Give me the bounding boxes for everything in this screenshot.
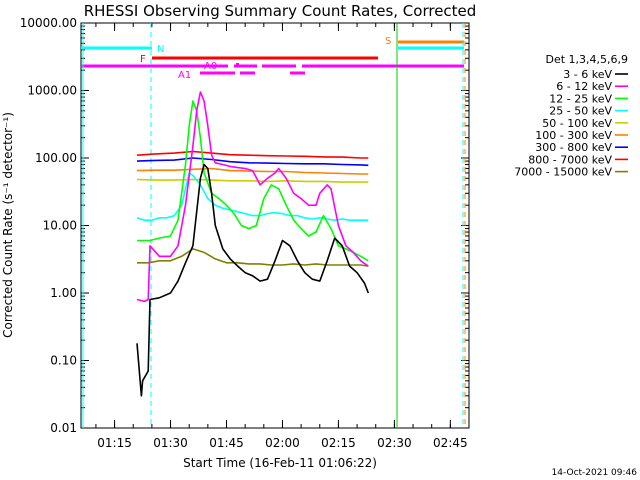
- series-line-25-50-kev: [136, 172, 369, 221]
- x-axis-label: Start Time (16-Feb-11 01:06:22): [183, 456, 377, 470]
- x-tick-label: 02:30: [377, 436, 412, 450]
- legend-label: 300 - 800 keV: [535, 141, 612, 154]
- annotation-label-a0: A0: [204, 61, 217, 72]
- legend-label: 6 - 12 keV: [556, 80, 612, 93]
- legend-label: 25 - 50 keV: [549, 105, 612, 118]
- y-tick-label: 10000.00: [20, 16, 77, 30]
- legend-label: 50 - 100 keV: [542, 117, 612, 130]
- attenuator-dot: [236, 63, 239, 66]
- series-line-7000-15000-kev: [137, 248, 369, 267]
- annotation-label-s: S: [385, 36, 391, 47]
- y-tick-label: 1000.00: [27, 84, 77, 98]
- y-tick-label: 100.00: [35, 151, 77, 165]
- footer-date: 14-Oct-2021 09:46: [552, 468, 638, 478]
- legend-label: 800 - 7000 keV: [528, 153, 612, 166]
- x-tick-label: 02:45: [433, 436, 468, 450]
- series-line-300-800-kev: [136, 157, 369, 167]
- series-line-50-100-kev: [136, 178, 369, 183]
- series-line-800-7000-kev: [136, 150, 369, 159]
- x-tick-label: 02:00: [265, 436, 300, 450]
- series-line-6-12-kev: [136, 91, 369, 303]
- y-tick-label: 1.00: [50, 286, 77, 300]
- x-tick-label: 01:15: [97, 436, 132, 450]
- y-tick-label: 10.00: [43, 219, 77, 233]
- annotation-label-n: N: [157, 44, 164, 55]
- chart-title: RHESSI Observing Summary Count Rates, Co…: [84, 2, 477, 20]
- series-line-12-25-kev: [137, 100, 369, 262]
- legend-title: Det 1,3,4,5,6,9: [545, 53, 628, 66]
- annotation-label-f: F: [140, 54, 146, 65]
- y-tick-label: 0.01: [50, 421, 77, 435]
- x-tick-label: 02:15: [321, 436, 356, 450]
- y-tick-label: 0.10: [50, 354, 77, 368]
- x-tick-label: 01:45: [209, 436, 244, 450]
- legend-label: 100 - 300 keV: [535, 129, 612, 142]
- y-axis-label: Corrected Count Rate (s⁻¹ detector⁻¹): [1, 112, 15, 338]
- legend-label: 7000 - 15000 keV: [514, 166, 612, 179]
- series-line-100-300-kev: [136, 167, 369, 175]
- x-tick-label: 01:30: [153, 436, 188, 450]
- legend-label: 12 - 25 keV: [549, 92, 612, 105]
- annotation-label-a1: A1: [178, 70, 191, 81]
- legend-label: 3 - 6 keV: [563, 68, 612, 81]
- series-line-3-6-kev: [136, 163, 370, 397]
